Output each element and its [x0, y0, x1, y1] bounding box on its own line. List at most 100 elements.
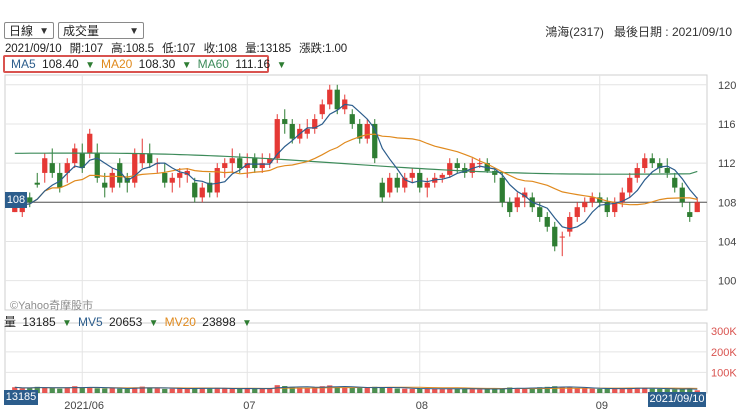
candle-body	[109, 172, 115, 188]
volume-bar	[214, 388, 220, 393]
volume-bar	[672, 389, 678, 393]
volume-bar	[327, 385, 333, 393]
candle-body	[604, 202, 610, 213]
volume-panel	[4, 322, 708, 394]
candle-body	[19, 207, 25, 213]
candle-body	[387, 177, 393, 193]
ohlc-change: 漲跌:1.00	[299, 43, 348, 55]
volume-bar	[222, 388, 228, 393]
ma-legend-item-value: 108.30	[138, 57, 179, 71]
candle-body	[237, 158, 243, 169]
volume-bar	[252, 388, 258, 393]
ma-legend: MA5 108.40 ▼ MA20 108.30 ▼ MA60 111.16 ▼	[11, 57, 292, 71]
candle-body	[612, 202, 618, 213]
current-volume-tag: 13185	[4, 390, 38, 405]
volume-bar	[259, 388, 265, 393]
volume-bar	[87, 387, 93, 393]
volume-bar	[514, 388, 520, 393]
volume-bar	[664, 389, 670, 393]
volume-bar	[169, 388, 175, 393]
candle-body	[507, 202, 513, 213]
candle-body	[147, 153, 153, 164]
volume-bar	[117, 388, 123, 393]
price-tick-label: 120	[718, 80, 736, 92]
volume-bar	[447, 388, 453, 393]
candle-body	[177, 172, 183, 178]
volume-bar	[507, 387, 513, 393]
volume-bar	[499, 388, 505, 393]
candle-body	[619, 192, 625, 203]
volume-bar	[567, 387, 573, 393]
volume-bar	[244, 388, 250, 393]
down-triangle-icon: ▼	[148, 318, 159, 329]
volume-bar	[649, 388, 655, 393]
candle-body	[79, 153, 85, 169]
candle-body	[117, 163, 123, 183]
indicator-select[interactable]: 成交量 ▼	[58, 22, 144, 39]
volume-legend: 量 13185 ▼ MV5 20653 ▼ MV20 23898 ▼	[4, 313, 258, 330]
volume-tick-label: 300K	[711, 326, 737, 338]
ma-legend-item-label: MA20	[100, 57, 136, 71]
volume-bar	[537, 387, 543, 393]
volume-bar	[184, 388, 190, 393]
candle-body	[349, 114, 355, 124]
volume-bar	[657, 388, 663, 393]
watermark: ©Yahoo奇摩股市	[10, 300, 94, 312]
volume-bar	[79, 387, 85, 393]
volume-bar	[522, 388, 528, 393]
candle-body	[72, 148, 78, 164]
price-tick-label: 104	[718, 236, 736, 248]
candle-body	[657, 163, 663, 169]
candle-body	[169, 177, 175, 183]
indicator-select-value: 成交量	[63, 24, 100, 38]
candle-body	[499, 177, 505, 203]
vol-legend-item-value: 23898	[202, 315, 239, 329]
x-tick-label: 07	[243, 400, 255, 412]
chevron-down-icon: ▼	[129, 26, 139, 37]
volume-bar	[289, 386, 295, 393]
volume-bar	[139, 386, 145, 393]
candle-body	[672, 177, 678, 188]
vol-legend-item-0: 量 13185 ▼	[4, 315, 75, 329]
candle-body	[544, 216, 550, 227]
volume-bar	[379, 387, 385, 393]
ohlc-volume: 量:13185	[245, 43, 292, 55]
candle-body	[207, 182, 213, 193]
volume-bar	[42, 387, 48, 393]
candle-body	[664, 168, 670, 173]
ma20-line	[14, 133, 698, 206]
volume-bar	[72, 386, 78, 393]
volume-bar	[64, 387, 70, 393]
candle-body	[229, 158, 235, 164]
period-select[interactable]: 日線 ▼	[4, 22, 54, 39]
ohlc-open: 開:107	[69, 43, 104, 55]
candle-body	[372, 123, 378, 159]
stock-header: 鴻海(2317) 最後日期 : 2021/09/10	[545, 23, 732, 40]
volume-bar	[589, 388, 595, 393]
vol-legend-item-label: MV20	[164, 315, 200, 329]
candle-body	[477, 163, 483, 165]
volume-bar	[612, 388, 618, 393]
volume-bar	[387, 387, 393, 393]
current-date-tag: 2021/09/10	[648, 392, 706, 407]
chevron-down-icon: ▼	[39, 26, 49, 37]
candle-body	[439, 174, 445, 178]
candle-body	[409, 172, 415, 178]
volume-bar	[642, 388, 648, 393]
x-tick-label: 09	[596, 400, 608, 412]
candle-body	[94, 153, 100, 178]
volume-bar	[529, 387, 535, 393]
ohlc-close: 收:108	[203, 43, 237, 55]
volume-bar	[94, 388, 100, 393]
ma-legend-item-0: MA5 108.40 ▼	[11, 57, 98, 71]
down-triangle-icon: ▼	[241, 318, 252, 329]
candle-body	[274, 119, 280, 159]
candle-body	[552, 226, 558, 247]
volume-bar	[49, 388, 55, 393]
volume-bar	[102, 388, 108, 393]
volume-bar	[424, 388, 430, 393]
volume-bar	[334, 386, 340, 393]
volume-bar	[372, 386, 378, 393]
ma60-line	[14, 152, 698, 175]
